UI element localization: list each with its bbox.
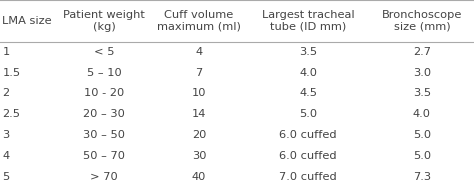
Text: 2: 2 bbox=[2, 88, 9, 99]
Text: 5.0: 5.0 bbox=[299, 109, 317, 119]
Text: 6.0 cuffed: 6.0 cuffed bbox=[279, 151, 337, 161]
Text: 5: 5 bbox=[2, 172, 9, 182]
Text: 7.3: 7.3 bbox=[413, 172, 431, 182]
Text: 7: 7 bbox=[195, 68, 203, 78]
Text: 20 – 30: 20 – 30 bbox=[83, 109, 125, 119]
Text: 10: 10 bbox=[192, 88, 206, 99]
Text: 5 – 10: 5 – 10 bbox=[87, 68, 122, 78]
Text: 20: 20 bbox=[192, 130, 206, 140]
Text: > 70: > 70 bbox=[91, 172, 118, 182]
Text: 4.5: 4.5 bbox=[299, 88, 317, 99]
Text: 50 – 70: 50 – 70 bbox=[83, 151, 125, 161]
Text: 4: 4 bbox=[2, 151, 9, 161]
Text: 3.5: 3.5 bbox=[299, 47, 317, 57]
Text: 10 - 20: 10 - 20 bbox=[84, 88, 124, 99]
Text: 5.0: 5.0 bbox=[413, 151, 431, 161]
Text: 30 – 50: 30 – 50 bbox=[83, 130, 125, 140]
Text: 5.0: 5.0 bbox=[413, 130, 431, 140]
Text: 40: 40 bbox=[192, 172, 206, 182]
Text: LMA size: LMA size bbox=[2, 16, 52, 26]
Text: 1: 1 bbox=[2, 47, 9, 57]
Text: 3.0: 3.0 bbox=[413, 68, 431, 78]
Text: 3: 3 bbox=[2, 130, 9, 140]
Text: Patient weight
(kg): Patient weight (kg) bbox=[64, 10, 145, 32]
Text: 2.5: 2.5 bbox=[2, 109, 20, 119]
Text: 1.5: 1.5 bbox=[2, 68, 20, 78]
Text: 6.0 cuffed: 6.0 cuffed bbox=[279, 130, 337, 140]
Text: 3.5: 3.5 bbox=[413, 88, 431, 99]
Text: 4.0: 4.0 bbox=[413, 109, 431, 119]
Text: 7.0 cuffed: 7.0 cuffed bbox=[279, 172, 337, 182]
Text: 4.0: 4.0 bbox=[299, 68, 317, 78]
Text: Bronchoscope
size (mm): Bronchoscope size (mm) bbox=[382, 10, 462, 32]
Text: 30: 30 bbox=[192, 151, 206, 161]
Text: 2.7: 2.7 bbox=[413, 47, 431, 57]
Text: 4: 4 bbox=[195, 47, 203, 57]
Text: 14: 14 bbox=[192, 109, 206, 119]
Text: Largest tracheal
tube (ID mm): Largest tracheal tube (ID mm) bbox=[262, 10, 355, 32]
Text: < 5: < 5 bbox=[94, 47, 115, 57]
Text: Cuff volume
maximum (ml): Cuff volume maximum (ml) bbox=[157, 10, 241, 32]
